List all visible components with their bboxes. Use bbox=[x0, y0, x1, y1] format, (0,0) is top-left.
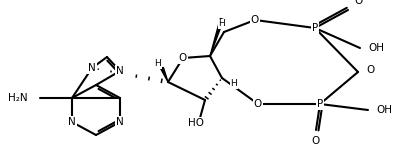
Text: P: P bbox=[316, 99, 322, 109]
Text: OH: OH bbox=[367, 43, 383, 53]
Text: O: O bbox=[365, 65, 373, 75]
Text: O: O bbox=[250, 15, 258, 25]
Text: N: N bbox=[88, 63, 96, 73]
Text: N: N bbox=[68, 117, 76, 127]
Text: H: H bbox=[218, 19, 225, 29]
Polygon shape bbox=[160, 67, 168, 82]
Text: OH: OH bbox=[375, 105, 391, 115]
Text: N: N bbox=[116, 66, 124, 76]
Text: N: N bbox=[116, 117, 124, 127]
Text: H: H bbox=[230, 79, 237, 89]
Text: H: H bbox=[154, 59, 161, 69]
Text: O: O bbox=[179, 53, 187, 63]
Text: O: O bbox=[311, 136, 319, 146]
Text: O: O bbox=[353, 0, 361, 6]
Text: P: P bbox=[311, 23, 318, 33]
Text: HO: HO bbox=[188, 118, 203, 128]
Polygon shape bbox=[209, 18, 223, 56]
Text: O: O bbox=[253, 99, 262, 109]
Text: H₂N: H₂N bbox=[9, 93, 28, 103]
